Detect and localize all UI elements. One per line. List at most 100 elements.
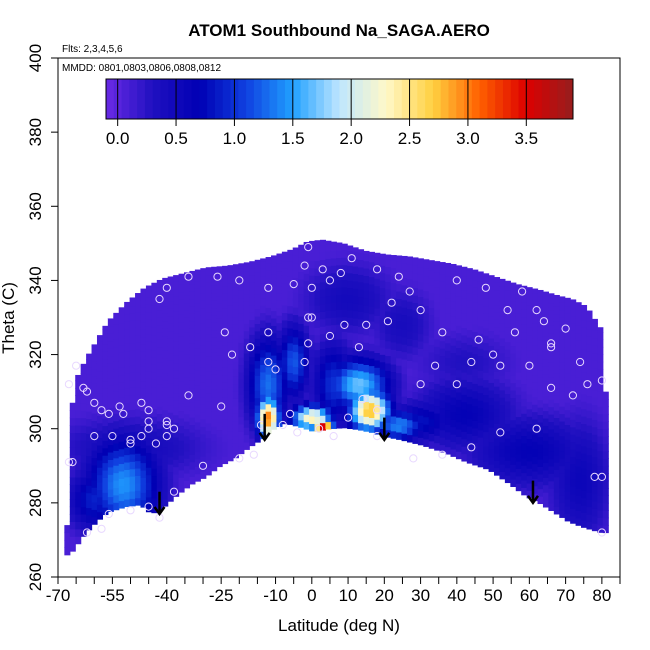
heatmap-cell (542, 358, 549, 367)
sample-point (532, 306, 541, 315)
heatmap-cell (575, 391, 582, 400)
heatmap-cell (368, 291, 375, 300)
heatmap-cell (510, 345, 517, 354)
heatmap-cell (526, 401, 533, 410)
heatmap-cell (374, 419, 381, 428)
heatmap-cell (91, 472, 98, 481)
heatmap-cell (113, 324, 120, 333)
heatmap-cell (466, 433, 473, 442)
heatmap-cell (434, 390, 441, 399)
heatmap-cell (86, 396, 93, 405)
heatmap-cell (466, 351, 473, 360)
heatmap-cell (423, 290, 430, 299)
heatmap-cell (107, 333, 114, 342)
heatmap-cell (200, 448, 207, 457)
heatmap-cell (341, 316, 348, 325)
heatmap-cell (385, 348, 392, 357)
heatmap-cell (336, 420, 343, 429)
heatmap-cell (135, 371, 142, 380)
heatmap-cell (167, 471, 174, 480)
sample-point (525, 361, 534, 370)
sample-point (597, 376, 607, 385)
heatmap-cell (102, 403, 109, 412)
heatmap-cell (439, 429, 446, 438)
heatmap-cell (86, 359, 93, 368)
heatmap-cell (216, 429, 223, 438)
sample-point (474, 335, 483, 344)
heatmap-cell (450, 404, 457, 413)
heatmap-cell (483, 283, 490, 292)
heatmap-cell (96, 504, 104, 513)
heatmap-cell (156, 309, 163, 318)
heatmap-cell (358, 407, 365, 416)
heatmap-cell (216, 340, 223, 349)
heatmap-cell (559, 435, 566, 444)
heatmap-cell (156, 406, 163, 415)
heatmap-cell (238, 431, 245, 440)
heatmap-cell (156, 368, 163, 377)
heatmap-cell (358, 266, 365, 275)
heatmap-cell (526, 356, 533, 365)
heatmap-cell (488, 412, 495, 421)
heatmap-cell (368, 306, 375, 315)
heatmap-cell (319, 392, 326, 401)
heatmap-cell (521, 487, 528, 496)
heatmap-cell (145, 311, 152, 320)
heatmap-cell (499, 412, 506, 421)
heatmap-cell (118, 404, 125, 413)
heatmap-cell (570, 337, 577, 346)
heatmap-cell (281, 408, 288, 417)
heatmap-cell (303, 340, 310, 349)
heatmap-cell (570, 426, 577, 435)
heatmap-cell (564, 424, 571, 433)
heatmap-cell (249, 334, 256, 343)
heatmap-cell (260, 258, 267, 262)
heatmap-cell (102, 507, 109, 516)
heatmap-cell (173, 459, 180, 468)
heatmap-cell (368, 313, 375, 322)
heatmap-cell (586, 321, 593, 330)
heatmap-cell (445, 424, 452, 433)
heatmap-cell (330, 413, 337, 422)
heatmap-cell (205, 430, 212, 439)
heatmap-cell (412, 317, 419, 326)
heatmap-cell (276, 270, 283, 279)
heatmap-cell (227, 356, 234, 365)
heatmap-cell (265, 322, 272, 331)
heatmap-cell (265, 277, 272, 286)
heatmap-cell (483, 394, 490, 403)
heatmap-cell (385, 318, 392, 327)
heatmap-cell (401, 336, 408, 345)
heatmap-cell (178, 403, 185, 412)
heatmap-cell (194, 288, 201, 297)
heatmap-cell (363, 401, 370, 410)
heatmap-cell (483, 372, 490, 381)
heatmap-cell (347, 361, 354, 370)
sample-point (271, 365, 280, 374)
heatmap-cell (347, 339, 354, 348)
heatmap-cell (499, 308, 506, 317)
colorbar-cell (331, 79, 340, 119)
heatmap-cell (151, 312, 158, 321)
heatmap-cell (271, 355, 278, 364)
heatmap-cell (575, 332, 582, 341)
heatmap-cell (91, 375, 98, 384)
heatmap-cell (472, 272, 479, 281)
heatmap-cell (330, 324, 337, 333)
heatmap-cell (504, 460, 511, 469)
heatmap-cell (303, 241, 310, 245)
heatmap-cell (184, 346, 191, 355)
heatmap-cell (341, 286, 348, 295)
heatmap-cell (309, 415, 316, 424)
heatmap-cell (325, 302, 332, 311)
heatmap-cell (521, 368, 528, 377)
heatmap-cell (591, 360, 598, 369)
heatmap-cell (232, 287, 239, 296)
heatmap-cell (216, 451, 223, 460)
colorbar-tick-label: 1.5 (281, 129, 305, 148)
heatmap-cell (559, 309, 566, 318)
heatmap-cell (243, 352, 250, 361)
heatmap-cell (548, 458, 555, 467)
heatmap-cell (559, 354, 566, 363)
heatmap-cell (222, 300, 229, 309)
